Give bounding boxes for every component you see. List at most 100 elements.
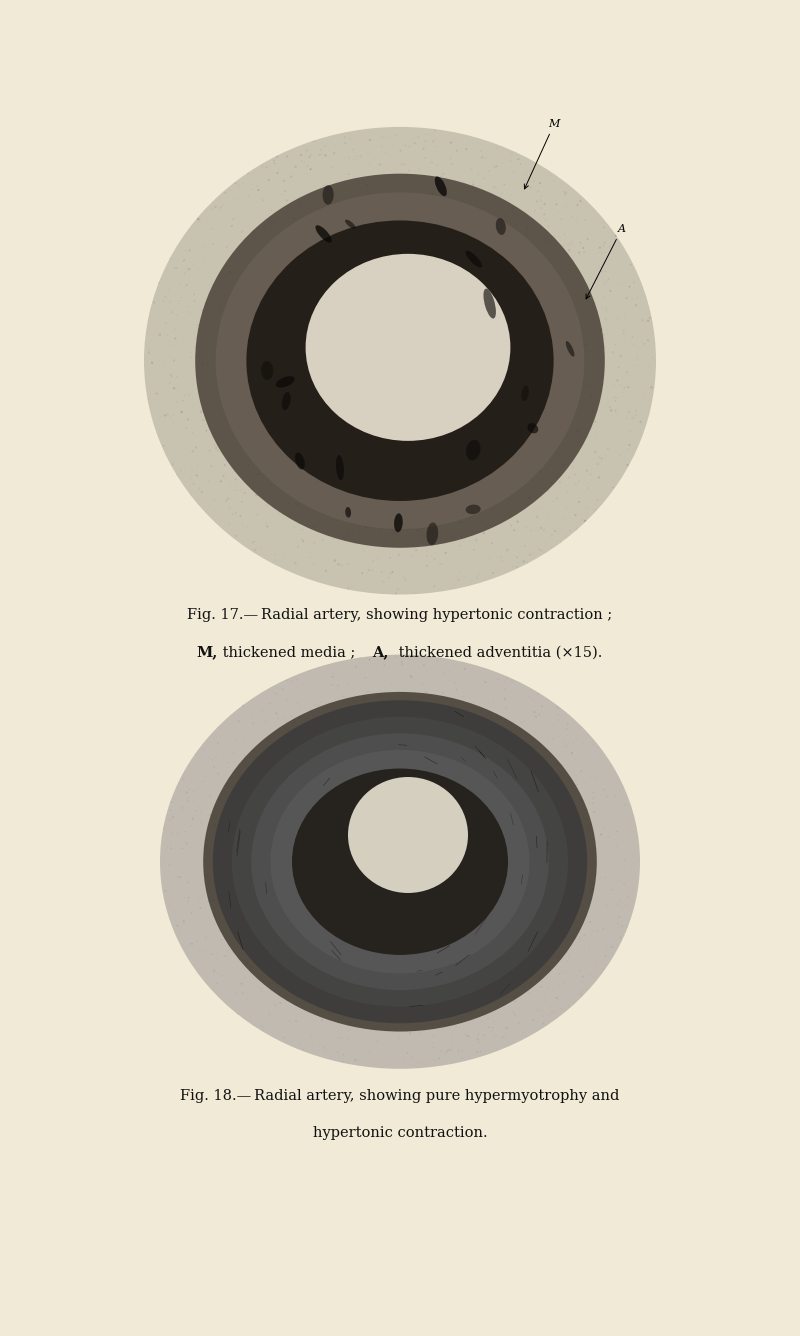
Point [266,397,278,418]
Point [306,156,319,178]
Point [598,819,611,840]
Point [288,516,301,537]
Point [302,155,314,176]
Point [292,444,305,465]
Point [208,961,221,982]
Point [589,411,602,433]
Point [314,139,327,160]
Point [172,823,185,844]
Point [354,232,367,254]
Point [292,866,305,887]
Point [358,370,371,391]
Point [206,454,218,476]
Point [346,521,359,542]
Point [274,808,286,830]
Point [277,679,290,700]
Point [489,263,502,285]
Point [417,247,430,269]
Point [475,147,488,168]
Point [365,466,378,488]
Point [402,791,414,812]
Point [533,704,546,725]
Point [402,375,415,397]
Point [460,263,473,285]
Point [502,329,514,350]
Point [371,933,384,954]
Point [581,460,594,481]
Point [297,953,310,974]
Point [367,533,380,554]
Ellipse shape [144,127,656,595]
Point [317,367,330,389]
Point [551,704,564,725]
Point [183,779,196,800]
Point [574,191,587,212]
Point [551,748,564,770]
Point [296,529,309,550]
Point [377,297,390,318]
Point [566,839,579,860]
Point [363,649,376,671]
Point [515,433,528,454]
Point [517,263,530,285]
Point [597,831,610,852]
Point [390,339,402,361]
Point [178,297,190,318]
Point [485,721,498,743]
Point [159,880,172,902]
Point [545,164,558,186]
Point [538,520,550,541]
Point [429,216,442,238]
Point [185,806,198,827]
Point [578,433,590,454]
Point [566,389,579,410]
Point [401,1042,414,1063]
Point [229,172,242,194]
Ellipse shape [566,341,574,357]
Point [570,365,582,386]
Point [304,144,317,166]
Point [473,1005,486,1026]
Point [441,470,454,492]
Point [362,681,374,703]
Point [353,860,366,882]
Point [288,505,301,526]
Point [229,208,242,230]
Point [210,838,223,859]
Point [327,529,340,550]
Point [349,513,362,534]
Point [623,277,636,298]
Point [425,934,438,955]
Point [295,383,308,405]
Point [143,371,156,393]
Point [463,394,476,415]
Point [196,326,209,347]
Point [262,860,274,882]
Point [446,526,458,548]
Point [390,582,402,604]
Point [222,795,234,816]
Point [389,708,402,729]
Point [281,760,294,782]
Point [546,524,558,545]
Point [203,387,216,409]
Point [528,963,541,985]
Point [582,477,594,498]
Point [372,210,385,231]
Point [348,230,361,251]
Point [412,315,425,337]
Point [194,401,207,422]
Point [539,532,552,553]
Point [588,293,601,314]
Point [389,281,402,302]
Point [328,143,341,164]
Point [422,772,434,794]
Point [283,1010,296,1031]
Point [418,655,430,676]
Point [382,358,394,379]
Point [466,832,478,854]
Point [376,127,389,148]
Point [486,671,499,692]
Point [560,497,573,518]
Point [398,814,411,835]
